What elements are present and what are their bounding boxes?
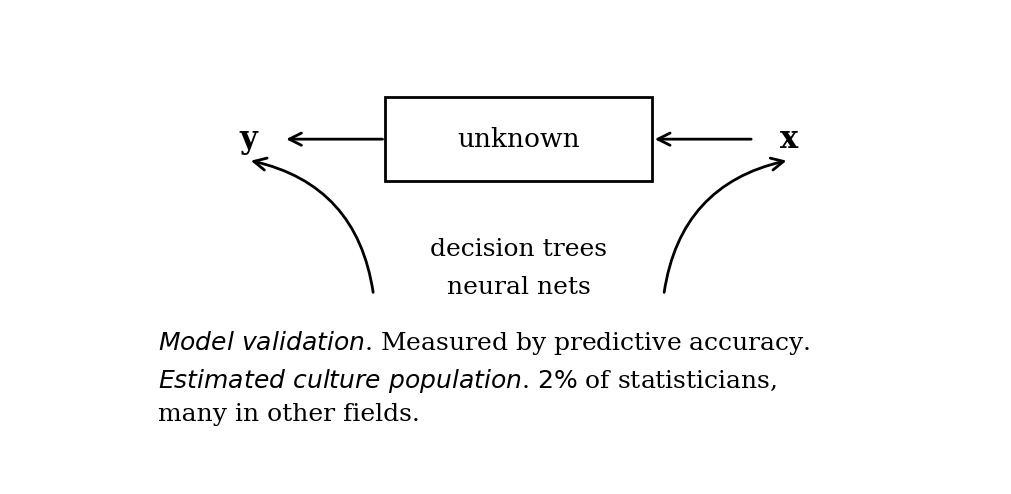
Text: many in other fields.: many in other fields.	[158, 404, 420, 426]
Text: y: y	[239, 124, 257, 155]
Text: $\mathit{Model\ validation}$. Measured by predictive accuracy.: $\mathit{Model\ validation}$. Measured b…	[158, 329, 810, 357]
Text: unknown: unknown	[457, 126, 579, 152]
Text: neural nets: neural nets	[446, 276, 590, 299]
FancyBboxPatch shape	[385, 97, 651, 181]
Text: decision trees: decision trees	[430, 238, 607, 261]
Text: $\mathit{Estimated\ culture\ population}$. $\mathit{2\%}$ of statisticians,: $\mathit{Estimated\ culture\ population}…	[158, 367, 776, 395]
Text: x: x	[779, 124, 798, 155]
